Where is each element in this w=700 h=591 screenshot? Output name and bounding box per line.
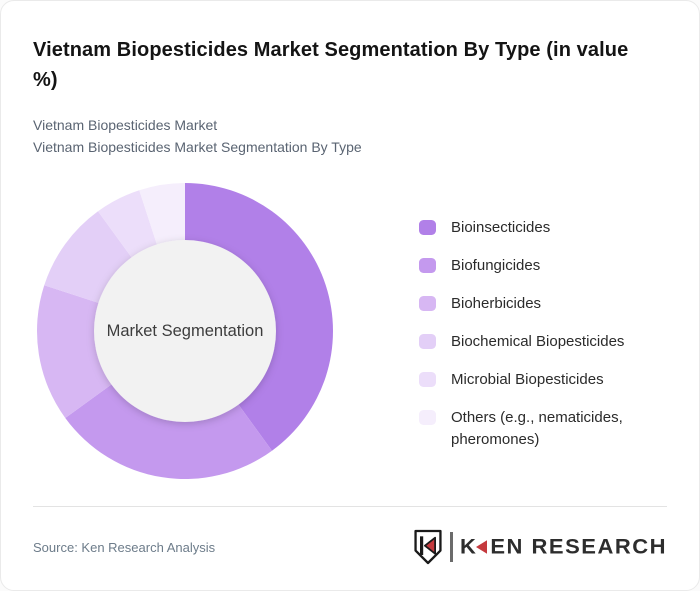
legend-label: Microbial Biopesticides bbox=[451, 371, 604, 388]
donut-center-label: Market Segmentation bbox=[106, 322, 264, 340]
legend-item: Others (e.g., nematicides, pheromones) bbox=[419, 407, 671, 451]
legend-swatch bbox=[419, 258, 436, 273]
logo-wordmark-k: K bbox=[459, 534, 478, 559]
legend-label: Biochemical Biopesticides bbox=[451, 333, 625, 350]
legend-label: Others (e.g., nematicides, pheromones) bbox=[451, 409, 623, 448]
legend-item: Bioherbicides bbox=[419, 293, 671, 315]
donut-chart bbox=[37, 183, 333, 479]
legend-item: Biochemical Biopesticides bbox=[419, 331, 671, 353]
logo-red-triangle-icon bbox=[476, 540, 488, 554]
legend-label: Bioherbicides bbox=[451, 295, 542, 312]
legend-item: Bioinsecticides bbox=[419, 217, 671, 239]
legend-swatch bbox=[419, 410, 436, 425]
source-text: Source: Ken Research Analysis bbox=[33, 539, 216, 555]
legend-label: Biofungicides bbox=[451, 257, 541, 274]
page-title: Vietnam Biopesticides Market Segmentatio… bbox=[33, 39, 629, 91]
subtitle-line-2: Vietnam Biopesticides Market Segmentatio… bbox=[33, 139, 362, 155]
ken-research-shield-icon bbox=[414, 529, 443, 565]
logo-divider-bar bbox=[450, 532, 453, 562]
legend-swatch bbox=[419, 372, 436, 387]
subtitle-line-1: Vietnam Biopesticides Market bbox=[33, 117, 218, 133]
legend-swatch bbox=[419, 220, 436, 235]
legend-item: Biofungicides bbox=[419, 255, 671, 277]
footer-divider bbox=[33, 506, 667, 507]
logo-wordmark-rest: EN RESEARCH bbox=[490, 534, 667, 559]
logo-wordmark: K EN RESEARCH bbox=[460, 535, 667, 560]
legend-item: Microbial Biopesticides bbox=[419, 369, 671, 391]
legend-swatch bbox=[419, 334, 436, 349]
donut-center-hole bbox=[94, 240, 276, 422]
legend-label: Bioinsecticides bbox=[451, 219, 551, 236]
chart-legend: Bioinsecticides Biofungicides Bioherbicide… bbox=[419, 217, 671, 467]
chart-subtitle: Vietnam Biopesticides Market Vietnam Bio… bbox=[33, 114, 667, 158]
ken-research-logo: K EN RESEARCH bbox=[412, 528, 667, 566]
legend-swatch bbox=[419, 296, 436, 311]
footer: Source: Ken Research Analysis K EN RESEA… bbox=[33, 525, 667, 569]
